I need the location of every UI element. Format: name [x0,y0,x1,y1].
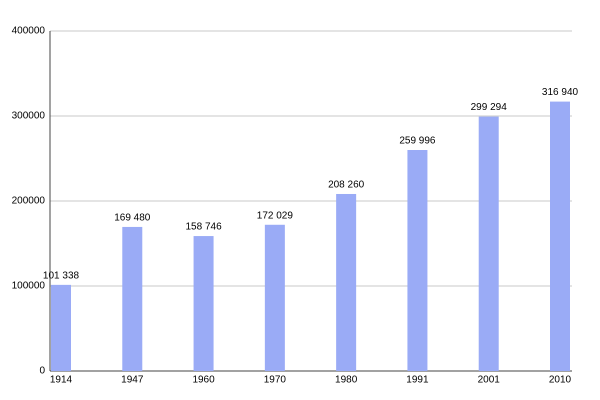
value-label: 169 480 [114,213,151,224]
y-tick-label: 100000 [12,281,46,292]
value-label: 208 260 [328,180,365,191]
bar [336,193,357,371]
bar [550,101,570,371]
value-label: 316 940 [542,87,579,98]
bar [478,116,499,371]
x-tick-label: 1980 [335,375,358,386]
bar [122,226,143,371]
bar [193,236,214,371]
y-tick-label: 200000 [12,196,46,207]
value-label: 259 996 [399,136,436,147]
y-tick-label: 0 [39,366,45,377]
x-tick-label: 1991 [406,375,429,386]
y-tick-label: 400000 [12,26,46,37]
bar [264,224,285,371]
x-tick-label: 1947 [121,375,144,386]
bar [51,284,71,371]
value-label: 101 338 [43,271,80,282]
value-label: 299 294 [471,102,508,113]
x-tick-label: 1970 [264,375,287,386]
x-tick-label: 2001 [478,375,501,386]
x-tick-label: 2010 [549,375,572,386]
bar [407,150,428,371]
y-tick-label: 300000 [12,111,46,122]
x-tick-label: 1960 [192,375,215,386]
value-label: 172 029 [257,210,294,221]
value-label: 158 746 [185,222,222,233]
x-tick-label: 1914 [50,375,73,386]
